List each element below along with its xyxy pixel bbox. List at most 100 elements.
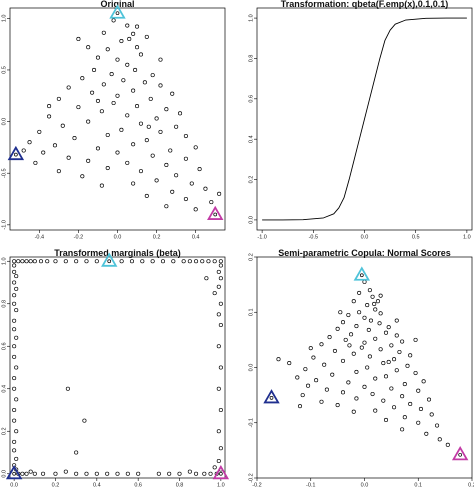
marginals-data-point <box>194 259 199 264</box>
normal-scores-data-point <box>324 387 329 392</box>
normal-scores-data-point <box>319 399 324 404</box>
marginals-data-point <box>218 365 223 370</box>
marginals-highlight-navy-point <box>12 471 16 476</box>
original-data-point <box>203 186 208 191</box>
normal-scores-data-point <box>354 369 359 374</box>
marginals-data-point <box>94 471 99 476</box>
panel-transformed-marginals: Transformed marginals (beta) 0.0 0.2 0.4 0.… <box>2 248 230 487</box>
normal-scores-data-point <box>445 442 450 447</box>
original-data-point <box>174 173 179 178</box>
marginals-data-point <box>12 418 17 423</box>
panel-transformation: Transformation: qbeta(F.emp(x),0.1,0.1) … <box>249 0 473 241</box>
normal-scores-data-point <box>413 337 418 342</box>
marginals-data-point <box>200 259 205 264</box>
normal-scores-data-point <box>375 299 380 304</box>
normal-scores-highlight-magenta-point <box>458 452 463 457</box>
marginals-data-point <box>63 469 68 474</box>
marginals-data-point <box>171 259 176 264</box>
normal-scores-data-point <box>354 396 359 401</box>
normal-scores-data-point <box>392 405 397 410</box>
marginals-data-point <box>12 318 17 323</box>
original-data-point <box>37 129 42 134</box>
original-plot-frame <box>9 7 226 231</box>
marginals-highlight-magenta-triangle <box>212 464 230 480</box>
marginals-data-point <box>12 327 17 332</box>
normal-scores-data-point <box>373 376 378 381</box>
normal-scores-data-point <box>397 349 402 355</box>
transformation-x-tick-label: 1.0 <box>463 235 471 241</box>
original-data-point <box>109 72 114 77</box>
marginals-data-point <box>218 322 223 328</box>
original-data-point <box>27 140 32 145</box>
normal-scores-data-point <box>367 288 372 293</box>
marginals-data-point <box>208 471 213 476</box>
marginals-data-point <box>28 259 33 264</box>
marginals-data-point <box>204 276 209 281</box>
original-highlight-cyan-triangle <box>109 4 126 19</box>
marginals-x-tick-label: 0.2 <box>52 483 60 487</box>
marginals-data-point <box>12 280 17 285</box>
original-data-point <box>164 162 169 167</box>
marginals-data-point <box>160 259 166 264</box>
normal-scores-data-point <box>386 325 391 330</box>
marginals-data-point <box>156 471 161 476</box>
normal-scores-data-point <box>327 335 332 340</box>
original-data-point <box>95 146 101 151</box>
original-data-point <box>183 196 188 202</box>
normal-scores-data-point <box>383 374 389 379</box>
normal-scores-data-point <box>367 354 372 359</box>
normal-scores-data-point <box>377 321 382 326</box>
original-y-tick-label: -1.0 <box>2 220 8 229</box>
original-data-point <box>72 136 77 141</box>
original-data-point <box>146 124 151 129</box>
marginals-data-point <box>119 259 124 264</box>
marginals-x-tick-label: 0.0 <box>10 483 18 487</box>
marginals-data-point <box>216 386 221 391</box>
normal-scores-data-point <box>357 310 362 315</box>
normal-scores-y-tick-label: 0.1 <box>249 308 255 316</box>
marginals-data-point <box>32 259 37 264</box>
marginals-data-point <box>12 259 17 264</box>
original-data-point <box>209 200 214 205</box>
marginals-data-point <box>20 259 25 264</box>
normal-scores-data-point <box>381 361 386 366</box>
original-highlight-magenta-point <box>213 212 218 217</box>
normal-scores-data-point <box>416 420 421 425</box>
normal-scores-x-tick-label: 0.2 <box>468 483 474 487</box>
marginals-data-point <box>24 471 29 476</box>
marginals-data-point <box>216 458 221 464</box>
marginals-data-point <box>167 471 172 476</box>
transformation-curve-line <box>262 17 467 221</box>
marginals-data-point <box>212 291 217 296</box>
original-data-point <box>168 148 173 153</box>
original-data-point <box>125 113 130 118</box>
marginals-data-point <box>16 259 21 264</box>
original-data-point <box>76 36 81 42</box>
original-data-point <box>134 24 140 29</box>
marginals-data-point <box>216 429 221 434</box>
marginals-data-point <box>65 386 70 391</box>
normal-scores-data-point <box>340 358 346 363</box>
original-data-point <box>134 45 140 50</box>
panel-normal-scores: Semi-parametric Copula: Normal Scores -0… <box>249 248 474 487</box>
original-data-point <box>21 148 26 153</box>
original-data-point <box>56 96 61 101</box>
normal-scores-data-point <box>365 365 370 370</box>
normal-scores-data-point <box>386 359 391 365</box>
marginals-data-point <box>212 465 217 470</box>
original-data-point <box>134 104 140 109</box>
marginals-data-point <box>14 365 19 370</box>
marginals-x-tick-label: 1.0 <box>217 483 225 487</box>
normal-scores-data-point <box>349 332 354 337</box>
original-data-point <box>142 80 147 85</box>
normal-scores-data-point <box>429 412 434 417</box>
original-data-point <box>170 91 175 96</box>
normal-scores-data-point <box>378 347 383 352</box>
normal-scores-data-point <box>435 423 440 428</box>
original-data-point <box>144 193 149 198</box>
normal-scores-data-point <box>381 398 386 403</box>
original-data-point <box>101 30 106 35</box>
transformation-x-tick-label: 0.5 <box>412 235 420 241</box>
normal-scores-data-point <box>343 337 348 342</box>
marginals-data-point <box>216 269 221 274</box>
